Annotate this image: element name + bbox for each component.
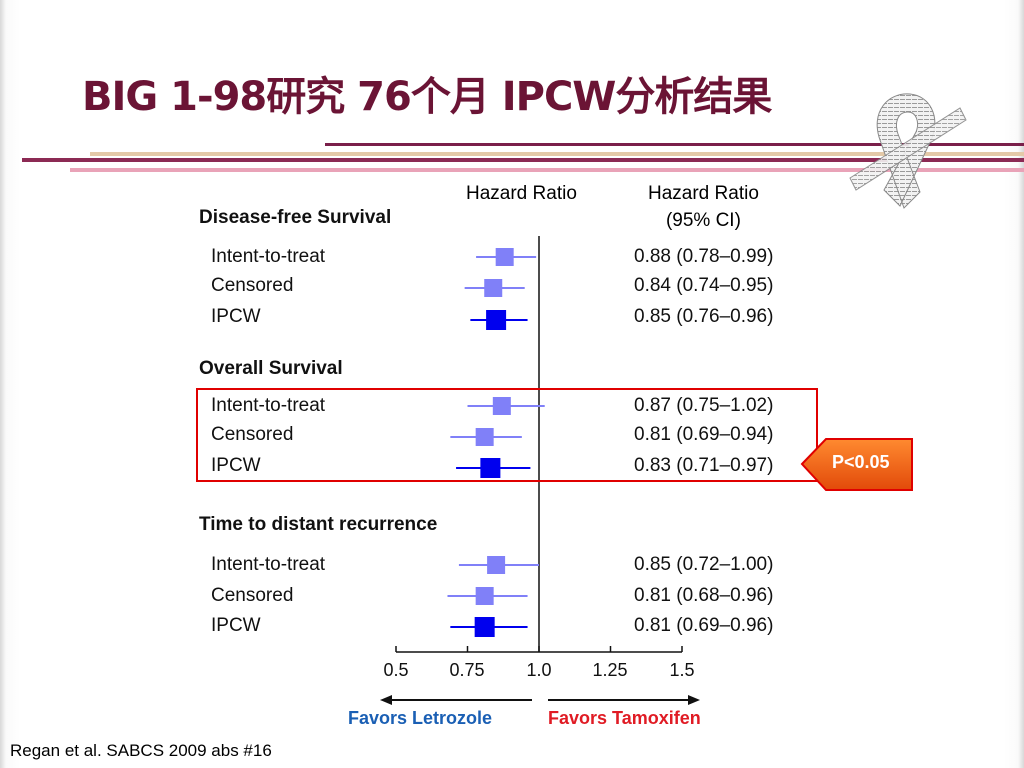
- ci-header-line2: (95% CI): [665, 210, 741, 231]
- hr-point-marker: [495, 248, 514, 266]
- favors-left-arrowhead: [380, 695, 392, 705]
- favors-tamoxifen-label: Favors Tamoxifen: [548, 708, 701, 728]
- p-value-badge: [800, 438, 913, 491]
- hr-ci-value: 0.85 (0.72–1.00): [634, 554, 774, 575]
- row-label: IPCW: [211, 615, 261, 636]
- overall-survival-highlight-box: [196, 388, 818, 482]
- hazard-ratio-ci-header: Hazard Ratio (95% CI): [648, 180, 759, 234]
- hr-ci-value: 0.81 (0.68–0.96): [634, 585, 774, 606]
- favors-letrozole-label: Favors Letrozole: [348, 708, 493, 728]
- favors-right-arrowhead: [688, 695, 700, 705]
- row-label: Intent-to-treat: [211, 395, 326, 416]
- x-tick-label: 1.25: [592, 660, 628, 680]
- hr-ci-value: 0.85 (0.76–0.96): [634, 306, 774, 327]
- hr-ci-value: 0.84 (0.74–0.95): [634, 275, 774, 296]
- hr-ci-value: 0.81 (0.69–0.96): [634, 615, 774, 636]
- stripe-pink: [70, 168, 1024, 172]
- header-stripes: [22, 143, 1024, 172]
- row-label: Intent-to-treat: [211, 246, 326, 267]
- hazard-ratio-axis-header: Hazard Ratio: [466, 183, 577, 204]
- section-disease-free-survival: Disease-free Survival: [199, 207, 392, 228]
- x-tick-label: 0.5: [383, 660, 409, 680]
- x-tick-label: 1.5: [669, 660, 695, 680]
- hr-point-marker: [474, 617, 495, 637]
- row-label: Intent-to-treat: [211, 554, 326, 575]
- hr-ci-value: 0.87 (0.75–1.02): [634, 395, 774, 416]
- stripe-maroon: [22, 158, 1024, 162]
- row-label: IPCW: [211, 455, 261, 476]
- hr-point-marker: [475, 587, 494, 605]
- row-label: Censored: [211, 585, 294, 606]
- x-tick-label: 1.0: [526, 660, 552, 680]
- row-label: Censored: [211, 424, 294, 445]
- hr-ci-value: 0.83 (0.71–0.97): [634, 455, 774, 476]
- stripe-tan: [90, 152, 1024, 156]
- hr-point-marker: [487, 556, 506, 574]
- hr-point-marker: [480, 458, 501, 478]
- hr-point-marker: [486, 310, 507, 330]
- row-label: Censored: [211, 275, 294, 296]
- newspaper-ribbon-icon: [849, 93, 967, 209]
- hr-ci-value: 0.81 (0.69–0.94): [634, 424, 774, 445]
- section-overall-survival: Overall Survival: [199, 358, 343, 379]
- stripe-dark: [325, 143, 1024, 146]
- p-value-label: P<0.05: [832, 452, 890, 472]
- hr-point-marker: [492, 397, 511, 415]
- section-time-to-distant-recurrence: Time to distant recurrence: [199, 514, 438, 535]
- hr-point-marker: [475, 428, 494, 446]
- x-tick-label: 0.75: [449, 660, 485, 680]
- row-label: IPCW: [211, 306, 261, 327]
- hr-ci-value: 0.88 (0.78–0.99): [634, 246, 774, 267]
- hr-point-marker: [484, 279, 503, 297]
- citation: Regan et al. SABCS 2009 abs #16: [10, 741, 272, 760]
- slide-title: BIG 1-98研究 76个月 IPCW分析结果: [82, 74, 772, 120]
- ci-header-line1: Hazard Ratio: [648, 183, 759, 204]
